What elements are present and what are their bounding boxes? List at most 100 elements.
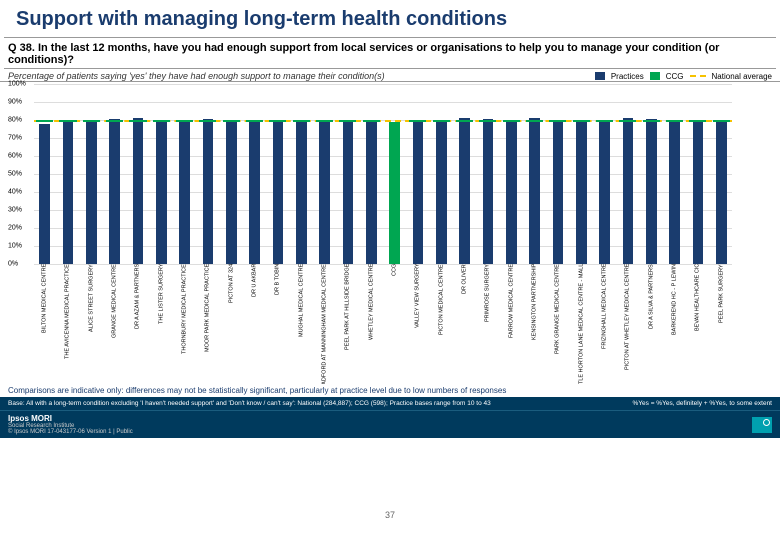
- practice-bar: [483, 119, 494, 264]
- y-tick-label: 20%: [8, 225, 22, 232]
- x-label: ALICE STREET SURGERY: [81, 264, 102, 384]
- practice-bar: [63, 120, 74, 264]
- x-label: CCG: [384, 264, 405, 384]
- x-label: DR A AZAM & PARTNERS: [127, 264, 148, 384]
- bar-column: [384, 84, 405, 264]
- ccg-avg-marker: [106, 120, 123, 122]
- x-label: VALLEY VIEW SURGERY: [407, 264, 428, 384]
- y-tick-label: 30%: [8, 207, 22, 214]
- practice-bar: [716, 120, 727, 264]
- practice-bar: [319, 120, 330, 264]
- ccg-avg-marker: [456, 120, 473, 122]
- legend-national-swatch: [690, 75, 706, 77]
- bar-column: [151, 84, 172, 264]
- legend-ccg-label: CCG: [666, 72, 684, 81]
- practice-bar: [179, 120, 190, 264]
- ccg-avg-marker: [503, 120, 520, 122]
- x-axis-labels: BILTON MEDICAL CENTRETHE AVICENNA MEDICA…: [8, 264, 772, 384]
- bar-column: [431, 84, 452, 264]
- comparison-note: Comparisons are indicative only: differe…: [0, 384, 780, 397]
- bar-column: [314, 84, 335, 264]
- x-label: PICTON AT 324: [221, 264, 242, 384]
- legend-practices-swatch: [595, 72, 605, 80]
- bar-column: [104, 84, 125, 264]
- ccg-bar: [389, 122, 400, 264]
- practice-bar: [646, 119, 657, 264]
- practice-bar: [623, 118, 634, 264]
- practice-bar: [529, 118, 540, 264]
- practice-bar: [296, 122, 307, 264]
- ccg-avg-marker: [36, 120, 53, 122]
- legend-practices-label: Practices: [611, 72, 644, 81]
- practice-bar: [249, 122, 260, 264]
- x-label: BEVAN HEALTHCARE CIC: [687, 264, 708, 384]
- y-tick-label: 70%: [8, 135, 22, 142]
- ccg-avg-marker: [199, 120, 216, 122]
- bar-column: [571, 84, 592, 264]
- brand-logo-icon: [752, 417, 772, 433]
- ccg-avg-marker: [176, 120, 193, 122]
- practice-bar: [693, 122, 704, 264]
- ccg-avg-marker: [596, 120, 613, 122]
- ccg-avg-marker: [339, 120, 356, 122]
- practice-bar: [413, 122, 424, 264]
- practice-bar: [553, 120, 564, 264]
- x-label: THE LISTER SURGERY: [151, 264, 172, 384]
- y-tick-label: 40%: [8, 189, 22, 196]
- bar-column: [594, 84, 615, 264]
- bar-column: [361, 84, 382, 264]
- ccg-avg-marker: [479, 120, 496, 122]
- practice-bar: [109, 119, 120, 264]
- x-label: MOOR PARK MEDICAL PRACTICE: [197, 264, 218, 384]
- bar-chart: 0%10%20%30%40%50%60%70%80%90%100%: [8, 84, 772, 264]
- ccg-avg-marker: [433, 120, 450, 122]
- ccg-avg-marker: [643, 120, 660, 122]
- legend-ccg-swatch: [650, 72, 660, 80]
- ccg-avg-marker: [363, 120, 380, 122]
- practice-bar: [436, 120, 447, 264]
- bar-column: [664, 84, 685, 264]
- practice-bar: [86, 122, 97, 264]
- ccg-avg-marker: [409, 120, 426, 122]
- base-text: Base: All with a long-term condition exc…: [8, 400, 491, 407]
- x-label: DR A SILVA & PARTNERS: [641, 264, 662, 384]
- practice-bar: [576, 121, 587, 264]
- ccg-avg-marker: [619, 120, 636, 122]
- y-tick-label: 0%: [8, 261, 18, 268]
- bar-column: [267, 84, 288, 264]
- ccg-avg-marker: [153, 120, 170, 122]
- practice-bar: [459, 118, 470, 264]
- x-label: DR B TOBIN: [267, 264, 288, 384]
- bar-column: [407, 84, 428, 264]
- bar-column: [291, 84, 312, 264]
- x-label: PEEL PARK AT HILLSIDE BRIDGE: [337, 264, 358, 384]
- bar-column: [81, 84, 102, 264]
- ccg-avg-marker: [269, 120, 286, 122]
- practice-bar: [156, 121, 167, 264]
- bar-column: [454, 84, 475, 264]
- ccg-avg-marker: [689, 120, 706, 122]
- bar-column: [57, 84, 78, 264]
- legend-national-label: National average: [712, 72, 772, 81]
- ipsos-logo-text: Ipsos MORI Social Research Institute © I…: [8, 414, 133, 435]
- y-tick-label: 10%: [8, 243, 22, 250]
- bar-column: [641, 84, 662, 264]
- yes-definition: %Yes = %Yes, definitely + %Yes, to some …: [633, 400, 772, 407]
- practice-bar: [366, 120, 377, 264]
- x-label: PARK GRANGE MEDICAL CENTRE: [547, 264, 568, 384]
- x-label: PICTON MEDICAL CENTRE: [431, 264, 452, 384]
- ccg-avg-marker: [526, 120, 543, 122]
- y-tick-label: 100%: [8, 81, 26, 88]
- x-label: THORNBURY MEDICAL PRACTICE: [174, 264, 195, 384]
- practice-bar: [226, 120, 237, 264]
- ccg-avg-marker: [666, 120, 683, 122]
- x-label: DR U AKBAR: [244, 264, 265, 384]
- footer-brand: Ipsos MORI Social Research Institute © I…: [0, 410, 780, 438]
- bar-column: [477, 84, 498, 264]
- practice-bar: [133, 118, 144, 264]
- ccg-avg-marker: [129, 120, 146, 122]
- legend: Practices CCG National average: [595, 72, 772, 81]
- bar-column: [34, 84, 55, 264]
- x-label: FRIZINGHALL MEDICAL CENTRE: [594, 264, 615, 384]
- bar-column: [127, 84, 148, 264]
